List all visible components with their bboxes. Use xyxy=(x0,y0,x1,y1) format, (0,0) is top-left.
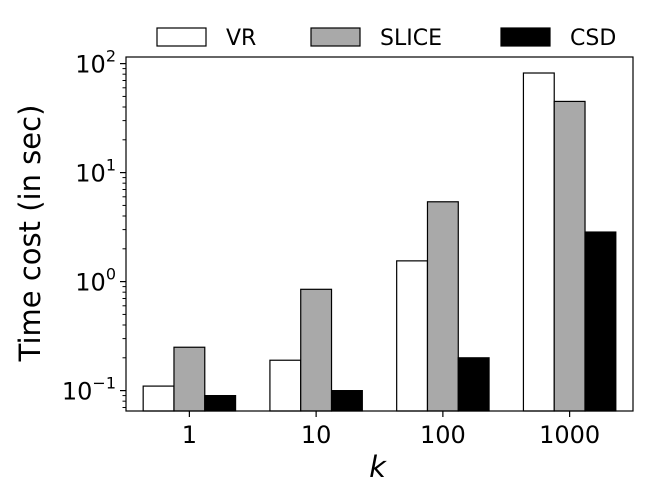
bars xyxy=(142,72,617,412)
bar-slice-10 xyxy=(300,288,333,412)
x-tick-label: 1 xyxy=(182,421,197,449)
x-tick-label: 1000 xyxy=(539,421,600,449)
bar-vr-100 xyxy=(396,260,429,412)
x-tick-label: 100 xyxy=(420,421,466,449)
y-tick-label: 100 xyxy=(75,265,116,297)
plot-frame xyxy=(125,56,634,412)
bar-slice-1000 xyxy=(553,100,586,412)
bar-vr-10 xyxy=(269,359,302,412)
y-axis: 10−1 100 101 102 xyxy=(62,47,126,408)
y-tick-label: 102 xyxy=(75,47,116,79)
bar-csd-10 xyxy=(330,390,363,412)
legend-label-csd: CSD xyxy=(570,26,616,51)
bar-slice-1 xyxy=(173,346,206,412)
y-tick-label: 101 xyxy=(75,156,116,188)
y-axis-label: Time cost (in sec) xyxy=(13,105,47,363)
bar-vr-1 xyxy=(142,385,175,412)
x-tick-label: 10 xyxy=(301,421,332,449)
bar-vr-1000 xyxy=(522,72,555,412)
legend-swatch-slice xyxy=(310,27,361,47)
y-tick-label: 10−1 xyxy=(62,374,116,406)
bar-slice-100 xyxy=(426,201,459,412)
bar-csd-100 xyxy=(457,357,490,412)
x-axis-label: k xyxy=(369,450,387,484)
bar-csd-1 xyxy=(204,394,237,412)
legend: VR SLICE CSD xyxy=(156,26,616,51)
legend-swatch-csd xyxy=(500,27,551,47)
legend-swatch-vr xyxy=(156,27,207,47)
legend-label-vr: VR xyxy=(226,26,256,51)
bar-csd-1000 xyxy=(584,231,617,412)
x-axis: 1 10 100 1000 xyxy=(182,411,600,449)
legend-label-slice: SLICE xyxy=(380,26,442,51)
